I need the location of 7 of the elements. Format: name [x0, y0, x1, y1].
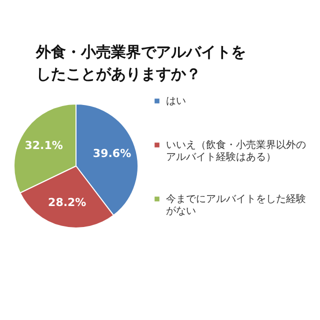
data-label: 39.6%	[92, 146, 132, 160]
legend-label: いいえ（飲食・小売業界以外のアルバイト経験はある）	[166, 139, 306, 163]
data-label: 28.2%	[48, 196, 86, 209]
legend-label: はい	[166, 96, 186, 107]
legend-label: 今までにアルバイトをした経験がない	[166, 193, 306, 217]
data-label: 32.1%	[24, 138, 63, 152]
chart-title: 外食・小売業界でアルバイトをしたことがありますか？	[35, 43, 246, 83]
